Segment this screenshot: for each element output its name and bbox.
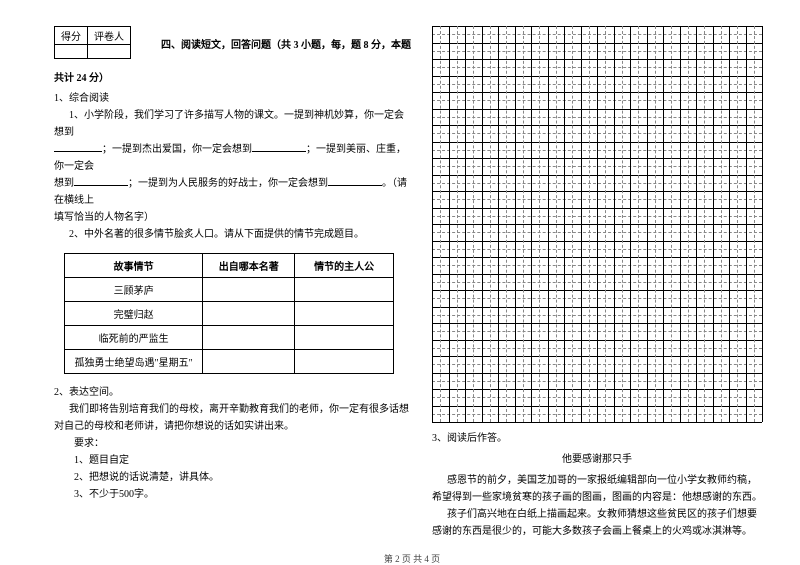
table-cell[interactable] bbox=[295, 326, 394, 350]
table-cell[interactable] bbox=[295, 350, 394, 374]
grader-label: 评卷人 bbox=[88, 27, 131, 45]
table-cell[interactable] bbox=[295, 278, 394, 302]
q1-sub1-t2: ；一提到杰出爱国，你一定会想到 bbox=[102, 144, 252, 155]
q1-sub1-line4: 填写恰当的人物名字） bbox=[54, 209, 412, 226]
table-cell[interactable] bbox=[203, 326, 295, 350]
q3-p2: 孩子们高兴地在白纸上描画起来。女教师猜想这些贫民区的孩子们想要感谢的东西是很少的… bbox=[432, 506, 762, 540]
q2-text: 我们即将告别培育我们的母校，离开辛勤教育我们的老师，你一定有很多话想对自己的母校… bbox=[54, 401, 412, 435]
q2-req3: 3、不少于500字。 bbox=[74, 486, 412, 503]
q3-title: 他要感谢那只手 bbox=[432, 451, 762, 468]
table-cell[interactable] bbox=[295, 302, 394, 326]
table-header: 情节的主人公 bbox=[295, 254, 394, 278]
section-4-title-cont: 共计 24 分） bbox=[54, 69, 412, 84]
q2-number: 2、表达空间。 bbox=[54, 384, 412, 401]
score-label: 得分 bbox=[55, 27, 88, 45]
q1-sub1-line2: ；一提到杰出爱国，你一定会想到；一提到美丽、庄重，你一定会 bbox=[54, 141, 412, 175]
q1-sub2: 2、中外名著的很多情节脍炙人口。请从下面提供的情节完成题目。 bbox=[54, 226, 412, 243]
table-cell: 完璧归赵 bbox=[65, 302, 203, 326]
q2-req-label: 要求： bbox=[74, 435, 412, 452]
q1-sub1-t5: ；一提到为人民服务的好战士，你一定会想到 bbox=[128, 178, 328, 189]
score-table: 得分 评卷人 bbox=[54, 26, 131, 59]
q1-sub1-t4: 想到 bbox=[54, 178, 74, 189]
q3-p1: 感恩节的前夕，美国芝加哥的一家报纸编辑部向一位小学女教师约稿，希望得到一些家境贫… bbox=[432, 472, 762, 506]
q1-number: 1、综合阅读 bbox=[54, 90, 412, 107]
story-table: 故事情节 出自哪本名著 情节的主人公 三顾茅庐 完璧归赵 临死前的严监生 孤独勇… bbox=[64, 253, 394, 374]
table-cell: 临死前的严监生 bbox=[65, 326, 203, 350]
table-cell[interactable] bbox=[203, 302, 295, 326]
table-row: 完璧归赵 bbox=[65, 302, 394, 326]
table-header-row: 故事情节 出自哪本名著 情节的主人公 bbox=[65, 254, 394, 278]
writing-grid[interactable] bbox=[432, 26, 762, 422]
blank-input[interactable] bbox=[74, 176, 128, 186]
q1-sub2-text: 中外名著的很多情节脍炙人口。请从下面提供的情节完成题目。 bbox=[84, 229, 364, 240]
table-header: 故事情节 bbox=[65, 254, 203, 278]
q1-sub1: 1、小学阶段，我们学习了许多描写人物的课文。一提到神机妙算，你一定会想到 bbox=[54, 107, 412, 141]
table-row: 三顾茅庐 bbox=[65, 278, 394, 302]
q1-sub2-num: 2、 bbox=[69, 229, 84, 240]
blank-input[interactable] bbox=[54, 142, 102, 152]
table-row: 孤独勇士绝望岛遇"星期五" bbox=[65, 350, 394, 374]
q2-req1: 1、题目自定 bbox=[74, 452, 412, 469]
table-cell[interactable] bbox=[203, 278, 295, 302]
q1-sub1-t1: 小学阶段，我们学习了许多描写人物的课文。一提到神机妙算，你一定会想到 bbox=[54, 110, 404, 138]
blank-input[interactable] bbox=[328, 176, 382, 186]
table-row: 临死前的严监生 bbox=[65, 326, 394, 350]
blank-input[interactable] bbox=[252, 142, 306, 152]
q3-number: 3、阅读后作答。 bbox=[432, 430, 762, 447]
page-footer: 第 2 页 共 4 页 bbox=[54, 552, 770, 565]
table-cell[interactable] bbox=[203, 350, 295, 374]
q2-req2: 2、把想说的话说清楚，讲具体。 bbox=[74, 469, 412, 486]
table-cell: 孤独勇士绝望岛遇"星期五" bbox=[65, 350, 203, 374]
q1-sub1-num: 1、 bbox=[69, 110, 84, 121]
section-4-title: 四、阅读短文，回答问题（共 3 小题，每，题 8 分，本题 bbox=[161, 40, 411, 51]
table-header: 出自哪本名著 bbox=[203, 254, 295, 278]
table-cell: 三顾茅庐 bbox=[65, 278, 203, 302]
q1-sub1-line3: 想到；一提到为人民服务的好战士，你一定会想到。（请在横线上 bbox=[54, 175, 412, 209]
